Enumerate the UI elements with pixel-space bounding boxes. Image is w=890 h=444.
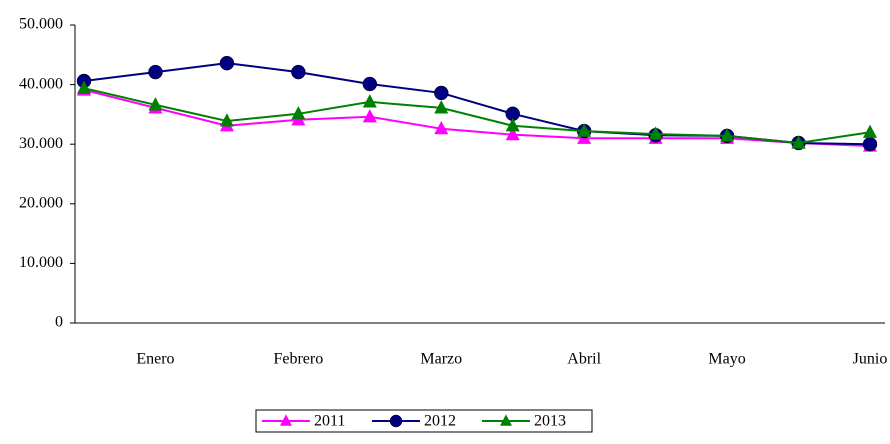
y-tick-label: 30.000 [19, 135, 63, 152]
y-tick-label: 40.000 [19, 75, 63, 92]
marker [863, 124, 877, 138]
marker [577, 123, 592, 137]
marker [505, 126, 520, 141]
x-tick-label: Abril [567, 351, 601, 368]
y-tick-label: 10.000 [19, 254, 63, 271]
legend-label: 2013 [534, 413, 566, 430]
marker [219, 113, 234, 127]
marker [720, 128, 735, 142]
marker [389, 414, 403, 428]
marker [148, 64, 163, 80]
marker [505, 118, 520, 132]
x-tick-label: Marzo [420, 351, 462, 368]
x-tick-label: Junio [853, 351, 888, 368]
marker [362, 109, 377, 123]
y-tick-label: 0 [55, 314, 63, 331]
marker [362, 94, 377, 108]
marker [862, 136, 878, 152]
marker [77, 80, 91, 94]
y-tick-label: 50.000 [19, 16, 63, 33]
x-tick-label: Febrero [273, 351, 323, 368]
marker [148, 97, 163, 111]
marker [500, 414, 512, 426]
marker [434, 85, 449, 101]
series-line [83, 87, 871, 145]
marker [362, 76, 378, 92]
x-tick-label: Enero [136, 351, 174, 368]
marker [219, 55, 235, 71]
series-line [83, 88, 871, 147]
marker [291, 64, 306, 80]
legend-label: 2012 [424, 413, 456, 430]
x-tick-label: Mayo [708, 351, 745, 368]
marker [791, 135, 806, 149]
legend-label: 2011 [314, 413, 345, 430]
y-tick-label: 20.000 [19, 194, 63, 211]
marker [648, 126, 663, 140]
marker [280, 414, 292, 426]
marker [434, 121, 449, 135]
legend-box [255, 409, 593, 433]
marker [434, 100, 449, 114]
legend: 2011 2012 2013 [255, 409, 593, 433]
marker [291, 106, 306, 120]
